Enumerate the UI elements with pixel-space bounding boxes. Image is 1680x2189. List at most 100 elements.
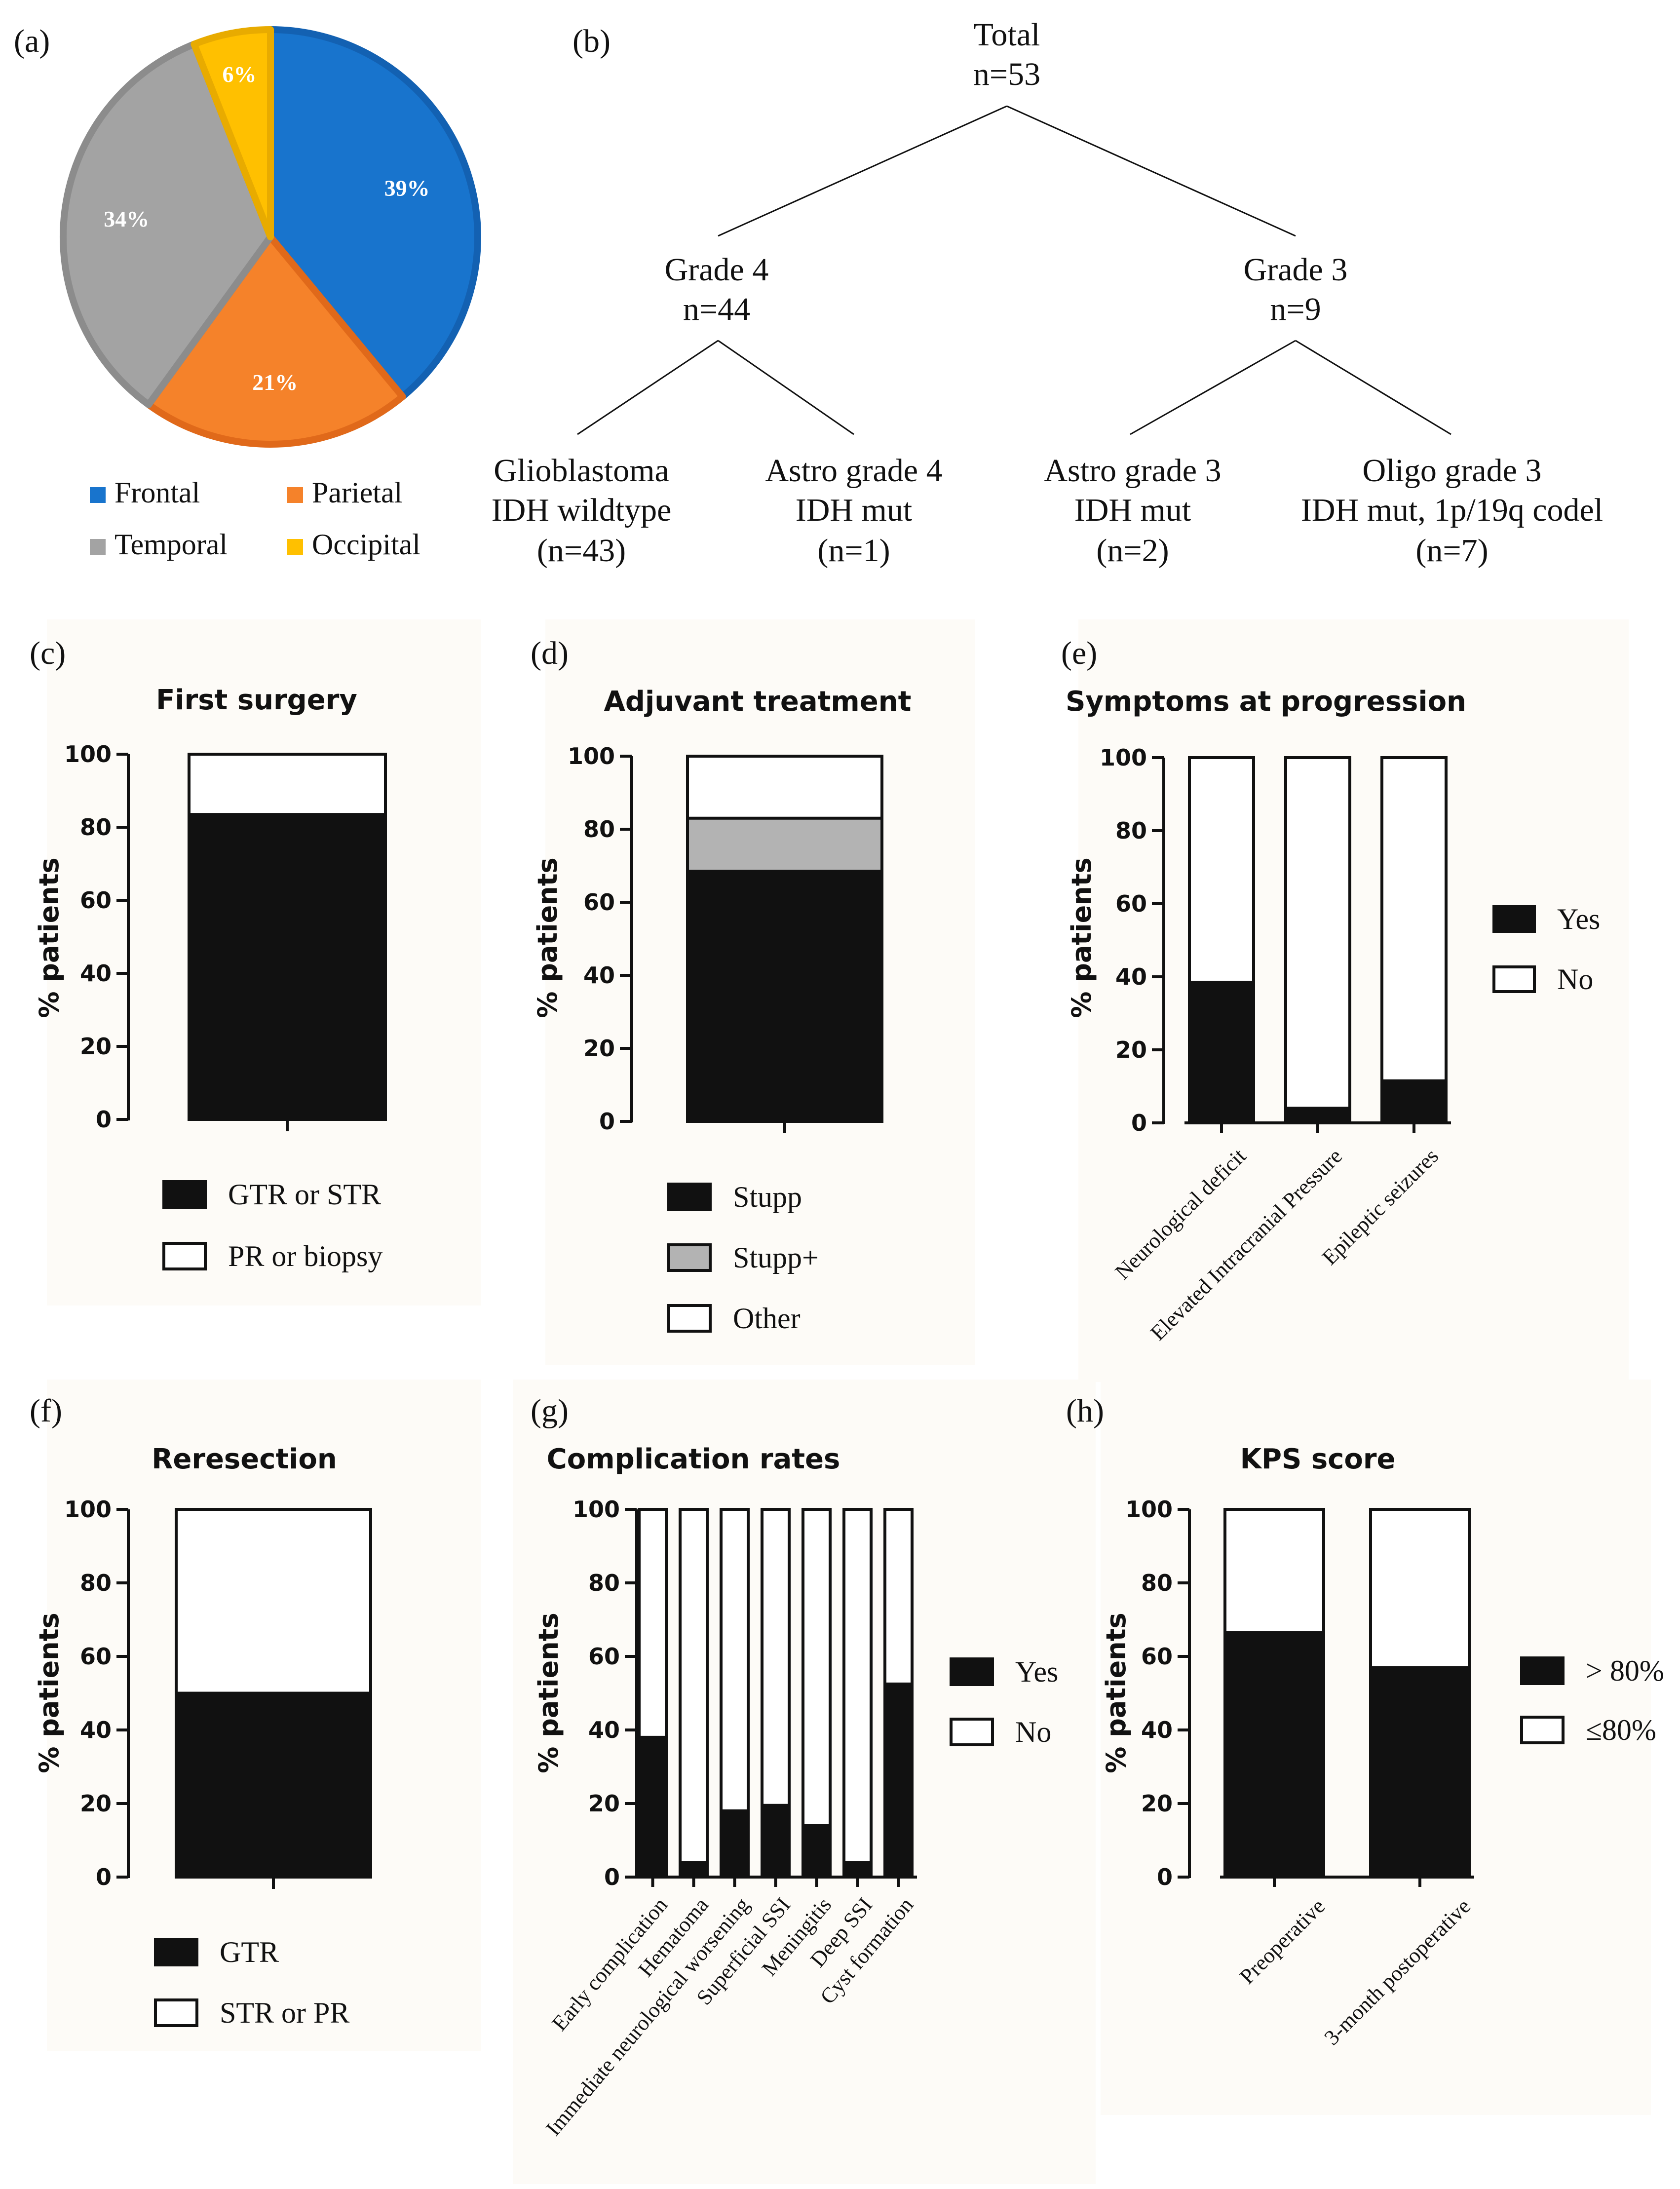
- chart-title-d: Adjuvant treatment: [604, 686, 912, 718]
- tree-root-count: n=53: [973, 56, 1040, 92]
- legend-swatch-h-80: [1520, 1656, 1565, 1685]
- tree-leaf-astro3-count: (n=2): [1096, 533, 1169, 569]
- legend-label-frontal: Frontal: [115, 476, 200, 509]
- y-tick-label-h: 20: [1141, 1790, 1173, 1817]
- legend-label-e-no: No: [1557, 963, 1593, 996]
- y-axis-label-c: % patients: [34, 857, 65, 1018]
- legend-label-g-no: No: [1015, 1716, 1051, 1748]
- pie-slice-temporal: [60, 40, 274, 408]
- y-tick-label-g: 20: [588, 1790, 620, 1817]
- legend-label-d-stupp: Stupp+: [733, 1241, 819, 1274]
- legend-swatch-temporal: [90, 539, 106, 555]
- legend-label-temporal: Temporal: [115, 528, 228, 561]
- tree-edge-root-grade3: [1006, 105, 1296, 237]
- bar-segment-g-superficial-ssi-yes: [762, 1805, 789, 1877]
- panel-label-b: (b): [573, 23, 611, 59]
- chart-title-f: Reresection: [152, 1443, 337, 1475]
- bar-segment-f-bar-gtr: [176, 1693, 371, 1877]
- legend-label-f-str-or-pr: STR or PR: [220, 1997, 349, 2029]
- y-tick-label-e: 60: [1115, 890, 1147, 917]
- bar-segment-g-immediate-neurological-worsening-no: [721, 1509, 748, 1811]
- bar-segment-h-3-month-postoperative-80: [1371, 1667, 1469, 1877]
- tree-leaf-oligo3-count: (n=7): [1415, 533, 1488, 569]
- bar-segment-g-cyst-formation-no: [885, 1509, 912, 1684]
- bar-segment-g-hematoma-no: [680, 1509, 707, 1863]
- bar-segment-g-meningitis-no: [803, 1509, 830, 1826]
- y-axis-label-e: % patients: [1066, 857, 1097, 1018]
- bar-segment-g-meningitis-yes: [803, 1825, 830, 1877]
- tree-leaf-glioblastoma-count: (n=43): [537, 533, 626, 569]
- panel-label-g: (g): [531, 1393, 569, 1429]
- y-axis-label-h: % patients: [1101, 1613, 1132, 1773]
- bar-segment-e-epileptic-seizures-yes: [1382, 1080, 1446, 1123]
- panel-e-background: [1078, 619, 1629, 1382]
- y-tick-label-d: 40: [583, 962, 615, 989]
- classification-tree: Total n=53 Grade 4 n=44 Grade 3 n=9 Glio…: [492, 17, 1604, 569]
- tree-leaf-glioblastoma-line2: IDH wildtype: [492, 492, 672, 528]
- legend-swatch-c-gtr-or-str: [162, 1180, 207, 1209]
- legend-swatch-parietal: [287, 487, 303, 503]
- bar-segment-g-hematoma-yes: [680, 1862, 707, 1877]
- y-tick-label-d: 100: [568, 743, 615, 769]
- legend-label-g-yes: Yes: [1015, 1655, 1058, 1688]
- y-tick-label-e: 40: [1115, 963, 1147, 990]
- chart-first-surgery: First surgery % patients 0 20 40 60 80 100 GTR o…: [34, 684, 387, 1272]
- panel-label-h: (h): [1066, 1393, 1104, 1429]
- tree-edge-grade3-astro3: [1130, 340, 1296, 435]
- y-tick-label-c: 20: [80, 1033, 112, 1060]
- legend-swatch-f-str-or-pr: [154, 1998, 198, 2027]
- tree-leaf-oligo3-line1: Oligo grade 3: [1363, 453, 1542, 489]
- y-tick-label-f: 60: [80, 1643, 112, 1670]
- y-tick-label-g: 40: [588, 1717, 620, 1743]
- bar-segment-g-early-complication-no: [639, 1509, 666, 1737]
- y-tick-label-d: 80: [583, 816, 615, 843]
- legend-label-c-pr-or-biopsy: PR or biopsy: [228, 1240, 382, 1272]
- tree-leaf-astro4-count: (n=1): [817, 533, 890, 569]
- tree-edge-grade4-glioblastoma: [577, 340, 719, 435]
- y-tick-label-e: 80: [1115, 817, 1147, 844]
- legend-swatch-c-pr-or-biopsy: [162, 1242, 207, 1270]
- pie-chart-location: 39% 21% 34% 6%: [60, 26, 481, 448]
- legend-label-c-gtr-or-str: GTR or STR: [228, 1178, 381, 1211]
- tree-grade4-label: Grade 4: [665, 252, 769, 288]
- bar-segment-d-bar-other: [687, 756, 882, 818]
- tree-leaf-astro4-line2: IDH mut: [796, 492, 912, 528]
- chart-title-h: KPS score: [1240, 1443, 1396, 1475]
- y-tick-label-f: 20: [80, 1790, 112, 1817]
- panel-label-d: (d): [531, 635, 569, 671]
- y-tick-label-h: 0: [1157, 1864, 1173, 1890]
- panel-label-e: (e): [1061, 635, 1097, 671]
- chart-adjuvant-treatment: Adjuvant treatment % patients 0 20 40 60 80 100…: [532, 686, 911, 1335]
- y-tick-label-h: 40: [1141, 1717, 1173, 1743]
- bar-segment-e-elevated-intracranial-pressure-no: [1286, 758, 1350, 1109]
- y-tick-label-f: 40: [80, 1717, 112, 1743]
- bar-segment-d-bar-stupp: [687, 818, 882, 872]
- bar-segment-g-deep-ssi-yes: [844, 1862, 871, 1877]
- pie-label-parietal: 21%: [252, 370, 298, 395]
- y-tick-label-g: 0: [604, 1864, 620, 1890]
- pie-label-temporal: 34%: [104, 206, 149, 231]
- legend-label-occipital: Occipital: [312, 528, 420, 561]
- y-axis-label-d: % patients: [532, 857, 563, 1018]
- bar-segment-h-preoperative-80: [1225, 1632, 1324, 1877]
- y-axis-label-g: % patients: [533, 1613, 564, 1773]
- legend-swatch-h-80: [1520, 1716, 1565, 1744]
- bar-segment-e-epileptic-seizures-no: [1382, 758, 1446, 1081]
- pie-slice-parietal: [145, 233, 406, 448]
- tree-root-label: Total: [974, 17, 1040, 53]
- y-tick-label-f: 80: [80, 1570, 112, 1596]
- tree-edge-grade3-oligo3: [1295, 340, 1451, 435]
- y-tick-label-f: 0: [96, 1864, 112, 1890]
- legend-swatch-g-no: [950, 1718, 994, 1746]
- legend-swatch-occipital: [287, 539, 303, 555]
- tree-edge-root-grade4: [718, 105, 1007, 237]
- chart-reresection: Reresection % patients 0 20 40 60 80 100 GTR STR …: [34, 1443, 372, 2029]
- bar-segment-h-3-month-postoperative-80: [1371, 1509, 1469, 1668]
- legend-label-e-yes: Yes: [1557, 903, 1600, 935]
- bar-segment-c-bar-gtr-or-str: [189, 814, 385, 1119]
- legend-swatch-d-stupp: [667, 1243, 712, 1272]
- bar-segment-e-elevated-intracranial-pressure-yes: [1286, 1108, 1350, 1123]
- tree-grade3-label: Grade 3: [1244, 252, 1348, 288]
- y-tick-label-c: 100: [64, 741, 112, 768]
